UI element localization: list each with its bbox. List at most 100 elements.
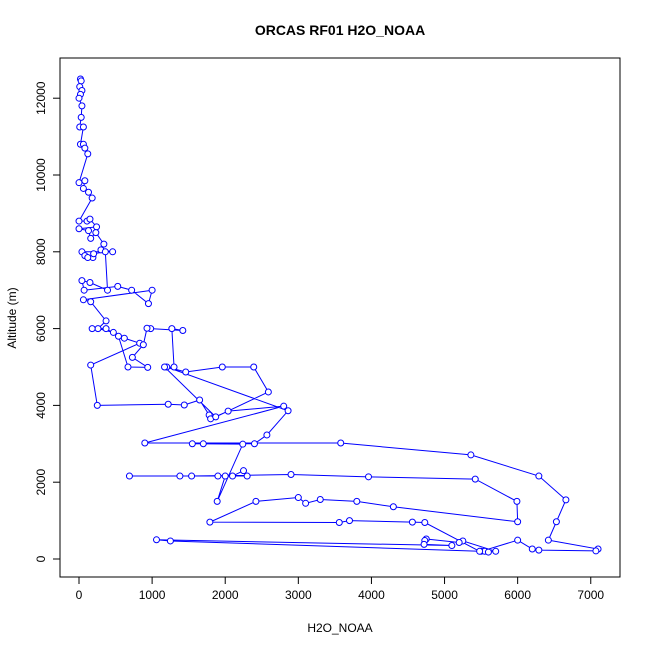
data-point (408, 518, 416, 526)
data-point (77, 113, 85, 121)
y-tick-label: 10000 (34, 158, 48, 192)
data-point (287, 471, 295, 479)
y-tick-label: 4000 (34, 392, 48, 419)
data-point (196, 396, 204, 404)
data-point (302, 499, 310, 507)
data-point (144, 363, 152, 371)
data-point (214, 472, 222, 480)
data-point (280, 402, 288, 410)
y-tick-label: 2000 (34, 469, 48, 496)
data-point (224, 407, 232, 415)
x-tick-label: 1000 (139, 588, 166, 602)
data-point (102, 325, 110, 333)
data-point (250, 440, 258, 448)
data-point (239, 440, 247, 448)
data-point (592, 547, 600, 555)
data-point (562, 496, 570, 504)
data-point (79, 184, 87, 192)
data-point (420, 540, 428, 548)
data-point (81, 144, 89, 152)
data-point (104, 286, 112, 294)
data-point (109, 248, 117, 256)
data-point (90, 250, 98, 258)
data-point (188, 440, 196, 448)
data-point (78, 102, 86, 110)
x-tick-label: 2000 (212, 588, 239, 602)
data-point (120, 334, 128, 342)
data-point (88, 325, 96, 333)
data-point (81, 177, 89, 185)
data-point (421, 519, 429, 527)
y-tick-label: 0 (34, 555, 48, 562)
data-point (335, 519, 343, 527)
chart-title: ORCAS RF01 H2O_NOAA (255, 22, 425, 38)
data-point (455, 538, 463, 546)
data-point (514, 518, 522, 526)
data-point (141, 439, 149, 447)
data-point (94, 325, 102, 333)
data-point (264, 388, 272, 396)
data-point (346, 517, 354, 525)
data-point (213, 497, 221, 505)
data-point (124, 363, 132, 371)
x-tick-label: 3000 (285, 588, 312, 602)
data-point (179, 327, 187, 335)
data-point (77, 77, 85, 85)
x-tick-label: 0 (76, 588, 83, 602)
data-point (164, 400, 172, 408)
data-point (168, 325, 176, 333)
data-point (284, 407, 292, 415)
data-point (316, 495, 324, 503)
data-point (513, 497, 521, 505)
data-point (365, 473, 373, 481)
data-point (114, 282, 122, 290)
data-point (221, 472, 229, 480)
data-point (139, 341, 147, 349)
data-point (153, 536, 161, 544)
data-point (84, 254, 92, 262)
data-point (86, 215, 94, 223)
data-point (218, 363, 226, 371)
data-point (180, 401, 188, 409)
y-tick-label: 8000 (34, 238, 48, 265)
data-point (448, 542, 456, 550)
data-point (176, 472, 184, 480)
data-point (92, 229, 100, 237)
data-point (188, 472, 196, 480)
data-point (535, 546, 543, 554)
x-tick-label: 6000 (504, 588, 531, 602)
x-tick-label: 5000 (431, 588, 458, 602)
data-point (128, 286, 136, 294)
data-point (88, 194, 96, 202)
y-tick-label: 12000 (34, 81, 48, 115)
data-point (75, 217, 83, 225)
data-point (182, 368, 190, 376)
data-point (212, 413, 220, 421)
data-point (128, 353, 136, 361)
data-point (544, 536, 552, 544)
data-point (80, 286, 88, 294)
data-point (229, 472, 237, 480)
data-point (337, 439, 345, 447)
data-point (471, 475, 479, 483)
data-point (467, 451, 475, 459)
data-point (79, 123, 87, 131)
x-tick-label: 7000 (577, 588, 604, 602)
data-point (166, 537, 174, 545)
data-point (125, 472, 133, 480)
x-axis-label: H2O_NOAA (307, 621, 372, 635)
data-point (252, 497, 260, 505)
data-point (144, 300, 152, 308)
data-point (528, 545, 536, 553)
data-point (294, 494, 302, 502)
data-point (86, 279, 94, 287)
data-point (389, 503, 397, 511)
data-point (250, 363, 258, 371)
data-point (85, 227, 93, 235)
data-point (100, 240, 108, 248)
data-point (78, 277, 86, 285)
data-point (170, 363, 178, 371)
